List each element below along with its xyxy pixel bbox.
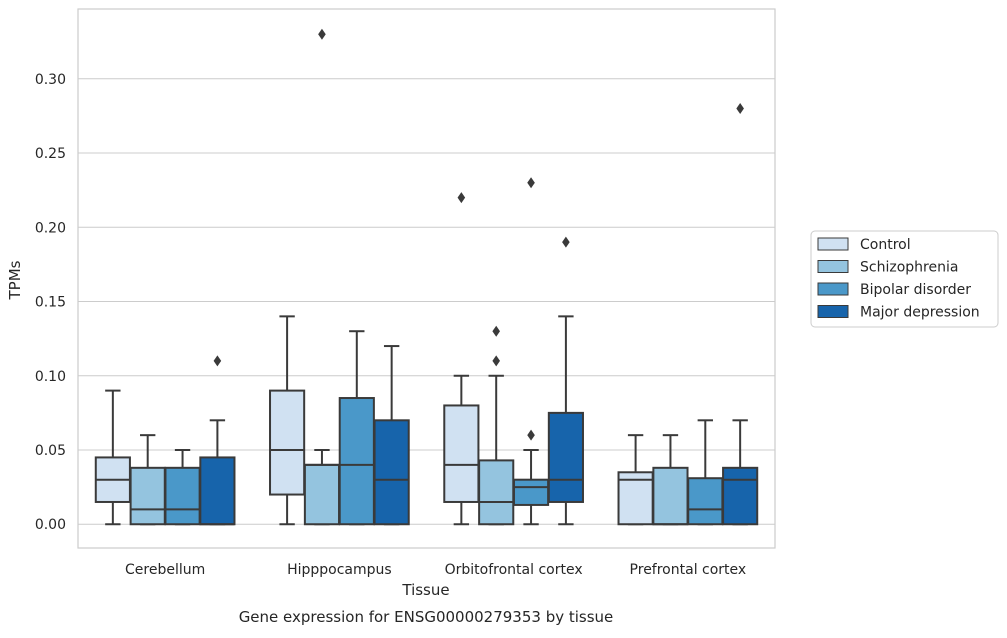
box-plot [687,419,724,526]
box-body [269,389,306,496]
outlier-point [492,355,500,367]
legend-swatch [817,260,849,273]
x-tick-label: Hipppocampus [287,562,392,578]
box-plot [269,315,306,526]
box-body [722,466,759,526]
box-plot [373,345,410,526]
box-body [199,456,236,526]
box-body [338,397,375,526]
grid-lines [78,78,775,525]
box-body [129,466,166,526]
x-tick-labels: Cerebellum Hipppocampus Orbitofrontal cort… [125,562,746,578]
box-plot [199,355,236,526]
box-plot [652,434,689,526]
y-tick-label: 0.30 [35,72,66,88]
y-tick-label: 0.15 [35,295,66,311]
legend-swatch [817,305,849,318]
x-tick-label: Prefrontal cortex [630,562,747,578]
plot-frame [77,8,776,549]
legend-label: Bipolar disorder [860,282,971,298]
outlier-point [527,177,535,189]
y-tick-label: 0.25 [35,146,66,162]
y-tick-label: 0.05 [35,443,66,459]
box-body [547,411,584,503]
outlier-point [457,192,466,204]
box-plots [94,28,759,526]
box-plot [547,236,584,526]
box-plot [129,434,166,526]
outlier-point [562,236,570,248]
box-body [478,459,515,526]
box-plot [164,449,201,526]
chart-caption: Gene expression for ENSG00000279353 by t… [239,608,614,626]
legend: Control Schizophrenia Bipolar disorder Majo… [810,230,999,328]
x-tick-label: Orbitofrontal cortex [445,562,583,578]
legend-label: Schizophrenia [860,260,958,276]
box-plot [722,102,759,526]
box-body [443,404,480,503]
y-tick-label: 0.00 [35,517,66,533]
x-axis-label: Tissue [401,581,449,599]
box-plot [443,192,480,526]
box-body [512,478,550,506]
box-body [303,463,341,526]
legend-label: Major depression [860,305,980,321]
x-tick-label: Cerebellum [125,562,205,578]
y-tick-labels: 0.00 0.05 0.10 0.15 0.20 0.25 0.30 [35,72,66,533]
box-plot [512,177,550,526]
y-tick-label: 0.10 [35,369,66,385]
box-plot [94,389,131,526]
box-plot [617,434,654,526]
y-axis-label: TPMs [6,260,24,300]
box-body [687,477,724,526]
outlier-point [318,28,326,40]
outlier-point [213,355,222,367]
legend-swatch [817,282,849,296]
legend-frame [810,230,999,328]
box-plot [478,325,515,526]
box-body [373,419,410,526]
box-body [652,466,689,526]
outlier-point [492,325,500,337]
box-plot [338,330,375,526]
box-body [164,466,201,526]
legend-swatch [817,237,849,251]
outlier-point [736,102,744,114]
legend-label: Control [860,237,911,253]
outlier-point [527,429,535,441]
y-tick-label: 0.20 [35,220,66,236]
